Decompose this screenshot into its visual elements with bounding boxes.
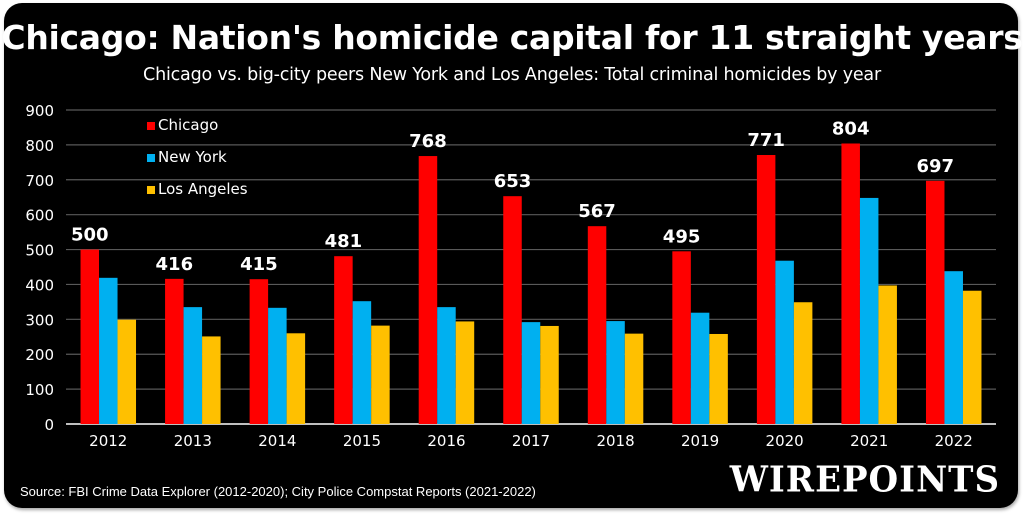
x-tick-label: 2018 [596,432,634,450]
bar-new-york-2019 [690,312,710,424]
bar-los-angeles-2018 [624,333,644,424]
legend-swatch-los-angeles [147,186,155,194]
data-label-2016: 768 [409,131,447,152]
y-tick-label: 100 [25,381,54,399]
bar-new-york-2021 [859,197,879,424]
source-note: Source: FBI Crime Data Explorer (2012-20… [20,484,536,499]
bar-chicago-2015 [334,256,353,424]
y-tick-label: 0 [44,416,54,434]
bar-new-york-2022 [944,271,963,424]
x-tick-label: 2012 [89,432,127,450]
y-axis-ticks: 0 100 200 300 400 500 600 700 800 900 [25,102,54,434]
bar-new-york-2020 [775,260,794,424]
y-tick-label: 600 [25,207,54,225]
bar-los-angeles-2022 [962,290,982,424]
bar-chicago-2016 [418,156,438,424]
data-labels: 500 416 415 481 768 653 567 495 771 804 697 [71,118,954,275]
bar-new-york-2016 [437,307,456,424]
bar-new-york-2018 [606,321,625,424]
x-axis-ticks: 2012 2013 2014 2015 2016 2017 2018 2019 2020 2021… [89,432,973,450]
bar-los-angeles-2014 [286,333,306,424]
data-label-2019: 495 [663,226,701,247]
data-label-2013: 416 [156,254,194,275]
x-tick-label: 2020 [766,432,804,450]
legend-label-new-york: New York [158,148,227,166]
bar-chicago-2022 [925,180,945,424]
bar-new-york-2013 [183,307,203,424]
x-tick-label: 2019 [681,432,719,450]
bar-los-angeles-2016 [455,321,475,424]
x-tick-label: 2021 [850,432,888,450]
legend-label-los-angeles: Los Angeles [158,180,248,198]
bar-chicago-2019 [672,251,691,424]
data-label-2018: 567 [578,201,616,222]
y-tick-label: 200 [25,346,54,364]
y-tick-label: 400 [25,276,54,294]
data-label-2017: 653 [494,171,532,192]
legend-label-chicago: Chicago [158,116,218,134]
chart-subtitle: Chicago vs. big-city peers New York and … [143,65,881,85]
bar-new-york-2012 [99,277,118,424]
bar-los-angeles-2017 [540,325,559,424]
gridlines [66,109,996,425]
bar-new-york-2014 [268,307,287,424]
y-tick-label: 300 [25,311,54,329]
y-tick-label: 900 [25,102,54,120]
data-label-2012: 500 [71,225,109,246]
bar-chicago-2021 [841,143,860,424]
bar-chicago-2012 [80,249,100,424]
x-tick-label: 2013 [174,432,212,450]
bar-new-york-2015 [352,301,372,424]
bar-los-angeles-2020 [793,302,813,424]
y-tick-label: 800 [25,137,54,155]
chart-title: Chicago: Nation's homicide capital for 1… [1,18,1023,57]
bar-los-angeles-2019 [709,333,728,424]
bar-chicago-2013 [165,278,184,424]
x-tick-label: 2016 [427,432,465,450]
data-label-2015: 481 [325,231,363,252]
x-tick-label: 2014 [258,432,296,450]
x-tick-label: 2015 [343,432,381,450]
bar-chicago-2020 [756,155,776,425]
x-tick-label: 2022 [935,432,973,450]
y-tick-label: 500 [25,242,54,260]
legend-swatch-new-york [147,154,155,162]
x-tick-label: 2017 [512,432,550,450]
data-label-2020: 771 [747,130,785,151]
data-label-2021: 804 [832,118,870,139]
legend: Chicago New York Los Angeles [147,116,248,198]
bar-chicago-2018 [587,226,607,424]
bars [80,143,982,425]
bar-los-angeles-2015 [371,325,390,424]
data-label-2014: 415 [240,254,278,275]
bar-los-angeles-2012 [117,319,137,424]
bar-chicago-2014 [249,279,269,424]
bar-new-york-2017 [521,322,541,424]
data-label-2022: 697 [916,156,954,177]
wirepoints-logo: WIREPOINTS [729,459,1000,501]
bar-chicago-2017 [503,196,522,424]
bar-los-angeles-2021 [878,285,897,424]
bar-los-angeles-2013 [202,336,221,424]
y-tick-label: 700 [25,172,54,190]
legend-swatch-chicago [147,122,155,130]
